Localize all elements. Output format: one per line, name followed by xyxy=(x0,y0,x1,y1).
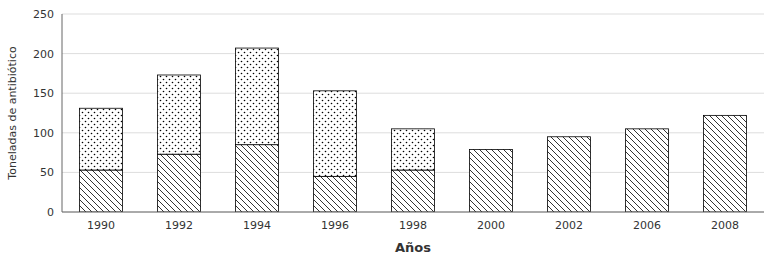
bar-segment xyxy=(392,170,435,212)
x-tick-label: 2002 xyxy=(555,219,583,232)
chart-container: 0 50 100 150 200 250 1990 1992 1994 1996 1998 2000 2… xyxy=(0,0,780,260)
x-tick-label: 1996 xyxy=(321,219,349,232)
x-axis-label: Años xyxy=(395,240,431,255)
grid-line xyxy=(62,14,764,15)
x-tick-label: 1992 xyxy=(165,219,193,232)
grid xyxy=(62,14,764,212)
chart-svg: 0 50 100 150 200 250 1990 1992 1994 1996 1998 2000 2… xyxy=(0,0,780,260)
y-tick-label: 100 xyxy=(33,127,54,140)
x-tick-label: 2000 xyxy=(477,219,505,232)
y-tick-label: 150 xyxy=(33,87,54,100)
bar-segment xyxy=(470,149,513,150)
bar-segment xyxy=(626,129,669,212)
bar-segment xyxy=(158,75,201,154)
x-tick-label: 1994 xyxy=(243,219,271,232)
y-tick-label: 200 xyxy=(33,48,54,61)
y-tick-label: 250 xyxy=(33,8,54,21)
bar-segment xyxy=(704,115,747,212)
bar-segment xyxy=(548,137,591,212)
y-tick-label: 0 xyxy=(47,206,54,219)
bar-segment xyxy=(236,145,279,212)
bar-segment xyxy=(548,136,591,137)
y-tick-label: 50 xyxy=(40,166,54,179)
bar-segment xyxy=(80,108,123,170)
bar-segment xyxy=(392,129,435,170)
y-axis-line xyxy=(62,14,63,212)
bar-segment xyxy=(80,170,123,212)
bar-segment xyxy=(314,91,357,177)
y-axis-label: Toneladas de antibiótico xyxy=(6,46,19,181)
bar-segment xyxy=(470,149,513,212)
bar-segment xyxy=(314,176,357,212)
bar-segment xyxy=(158,154,201,212)
bar-segment xyxy=(704,115,747,116)
x-tick-label: 1998 xyxy=(399,219,427,232)
bar-segment xyxy=(236,48,279,145)
x-tick-label: 2006 xyxy=(633,219,661,232)
x-axis-line xyxy=(62,212,764,213)
bar-segment xyxy=(626,128,669,129)
x-tick-label: 2008 xyxy=(711,219,739,232)
grid-line xyxy=(62,53,764,54)
bars xyxy=(80,48,747,212)
x-tick-label: 1990 xyxy=(87,219,115,232)
grid-line xyxy=(62,212,764,213)
